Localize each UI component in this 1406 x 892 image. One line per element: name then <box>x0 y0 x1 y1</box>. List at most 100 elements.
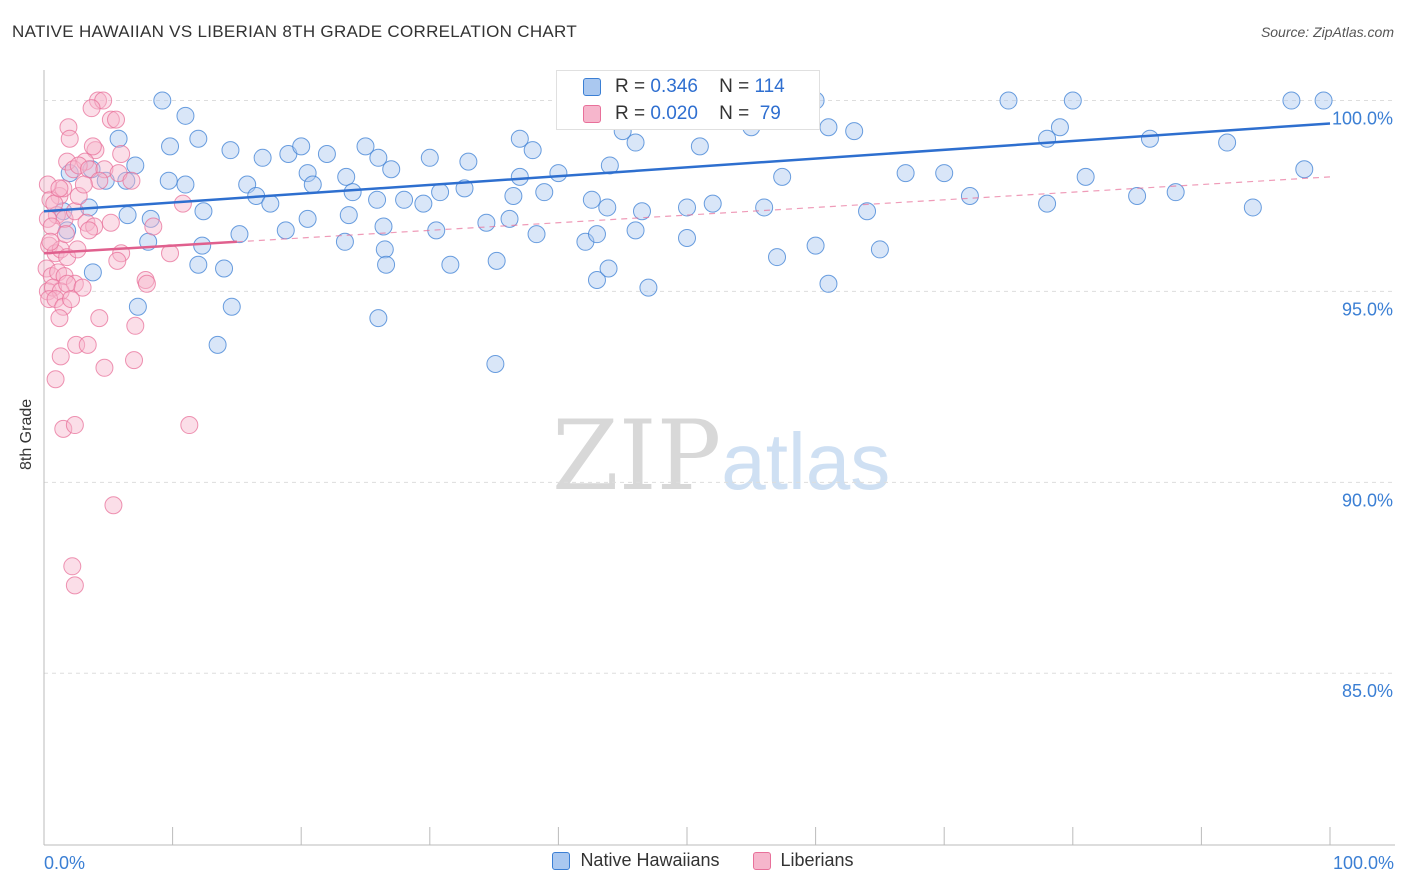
liberian-point <box>90 309 109 328</box>
native-hawaiian-point <box>118 206 137 225</box>
native-hawaiian-point <box>587 270 606 289</box>
native-hawaiian-point <box>549 164 568 183</box>
native-hawaiian-point <box>189 129 208 148</box>
liberian-point <box>58 274 77 293</box>
liberian-point <box>95 160 114 179</box>
native-hawaiian-point <box>896 164 915 183</box>
native-hawaiian-point <box>276 221 295 240</box>
native-hawaiian-point <box>858 202 877 221</box>
native-hawaiian-point <box>159 171 178 190</box>
liberian-point <box>80 221 99 240</box>
native-hawaiian-point <box>382 160 401 179</box>
native-hawaiian-point <box>375 240 394 259</box>
y-axis-label: 8th Grade <box>18 398 35 470</box>
native-hawaiian-point <box>337 167 356 186</box>
native-hawaiian-point <box>819 274 838 293</box>
liberian-point <box>38 175 57 194</box>
native-hawaiian-point <box>208 335 227 354</box>
liberian-point <box>54 419 73 438</box>
native-hawaiian-point <box>678 228 696 247</box>
native-hawaiian-point <box>510 167 529 186</box>
n-label: N = <box>719 76 750 97</box>
liberian-point <box>54 179 73 198</box>
liberian-point <box>41 232 60 251</box>
native-hawaiian-point <box>1218 133 1237 152</box>
stats-swatch-blue <box>583 78 601 96</box>
liberian-point <box>58 152 77 171</box>
native-hawaiian-point <box>335 232 354 251</box>
native-hawaiian-point <box>161 137 180 156</box>
r-value: 0.020 <box>650 103 698 124</box>
r-label: R = <box>615 103 646 124</box>
native-hawaiian-point <box>369 148 388 167</box>
liberian-point <box>56 225 75 244</box>
liberian-point <box>144 217 163 236</box>
r-label: R = <box>615 76 646 97</box>
native-hawaiian-point <box>1166 183 1185 202</box>
native-hawaiian-point <box>504 186 523 205</box>
liberian-point <box>112 144 131 163</box>
native-hawaiian-point <box>343 183 362 202</box>
native-hawaiian-point <box>368 190 387 209</box>
native-hawaiian-point <box>535 183 554 202</box>
liberian-trend-line <box>43 240 237 255</box>
liberian-point <box>65 416 84 435</box>
native-hawaiian-point <box>431 183 450 202</box>
native-hawaiian-point <box>369 309 388 328</box>
native-hawaiian-trend-line <box>43 122 1331 213</box>
liberian-point <box>69 186 88 205</box>
source-label: Source: ZipAtlas.com <box>1260 24 1394 40</box>
watermark-zip: ZIP <box>552 400 722 512</box>
liberian-point <box>65 202 84 221</box>
native-hawaiian-point <box>298 164 317 183</box>
native-hawaiian-point <box>292 137 311 156</box>
liberian-point <box>107 110 126 129</box>
liberian-point <box>82 99 101 118</box>
y-tick-label: 95.0% <box>1342 299 1393 319</box>
native-hawaiian-point <box>83 263 102 282</box>
legend-item-liberians[interactable]: Liberians <box>752 850 854 871</box>
liberian-point <box>46 290 65 309</box>
native-hawaiian-point <box>632 202 651 221</box>
liberian-point <box>42 217 61 236</box>
legend-item-native-hawaiians[interactable]: Native Hawaiians <box>552 850 720 871</box>
liberian-point <box>173 194 192 213</box>
native-hawaiian-point <box>126 156 145 175</box>
native-hawaiian-point <box>626 221 645 240</box>
native-hawaiian-point <box>215 259 234 278</box>
native-hawaiian-point <box>773 167 792 186</box>
native-hawaiian-point <box>999 91 1018 110</box>
native-hawaiian-point <box>523 141 542 160</box>
native-hawaiian-point <box>395 190 414 209</box>
native-hawaiian-point <box>1063 91 1082 110</box>
native-hawaiian-point <box>600 156 619 175</box>
x-axis-min-label: 0.0% <box>44 853 86 873</box>
y-tick-label: 100.0% <box>1332 109 1393 129</box>
native-hawaiian-point <box>678 198 696 217</box>
liberian-point <box>54 297 73 316</box>
legend: Native Hawaiians Liberians <box>0 850 1406 875</box>
native-hawaiian-point <box>298 209 317 228</box>
native-hawaiian-point <box>153 91 172 110</box>
native-hawaiian-point <box>109 129 128 148</box>
native-hawaiian-point <box>317 144 336 163</box>
native-hawaiian-point <box>176 106 195 125</box>
stats-row-liberians: R = 0.020 N = 79 <box>557 100 781 128</box>
native-hawaiian-point <box>845 122 864 141</box>
native-hawaiian-point <box>768 248 787 267</box>
native-hawaiian-point <box>193 236 212 255</box>
legend-swatch-blue <box>552 851 571 870</box>
n-label: N = <box>719 103 750 124</box>
legend-label: Native Hawaiians <box>580 850 720 870</box>
liberian-point <box>62 290 81 309</box>
liberian-point <box>104 496 123 515</box>
native-hawaiian-point <box>1076 167 1095 186</box>
native-hawaiian-point <box>870 240 889 259</box>
native-hawaiian-point <box>500 209 519 228</box>
native-hawaiian-point <box>117 171 136 190</box>
liberian-point <box>125 351 144 370</box>
native-hawaiian-point <box>1314 91 1333 110</box>
native-hawaiian-point <box>587 225 606 244</box>
stats-row-native-hawaiians: R = 0.346 N = 114 <box>557 73 785 101</box>
